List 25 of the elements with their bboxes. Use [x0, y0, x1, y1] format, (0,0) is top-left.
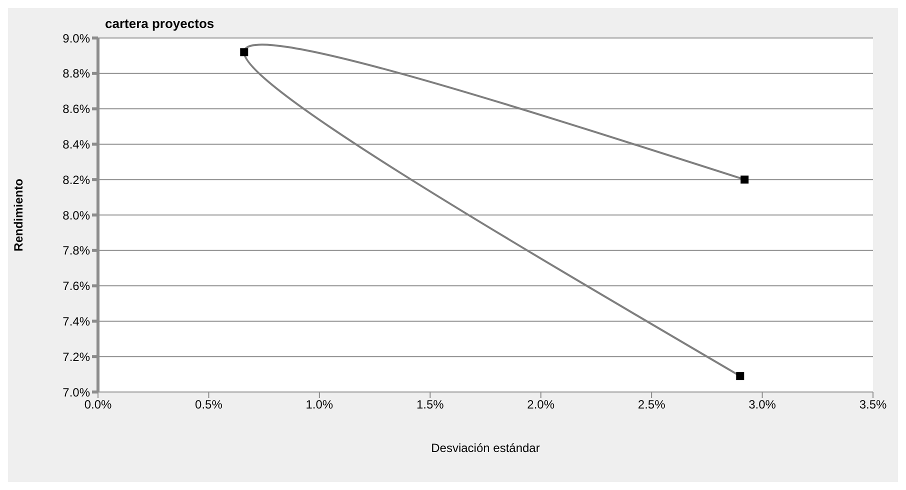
y-axis-title: Rendimiento — [11, 178, 26, 252]
y-tick-label: 8.4% — [62, 137, 90, 152]
x-tick-label: 3.0% — [748, 398, 776, 412]
y-tick-label: 8.8% — [62, 66, 90, 81]
chart-title: cartera proyectos — [105, 16, 214, 31]
y-tick-label: 7.4% — [62, 314, 90, 328]
y-tick-label: 7.8% — [62, 244, 90, 258]
y-tick-label: 8.6% — [62, 102, 90, 116]
point — [240, 48, 248, 56]
x-tick-label: 2.5% — [638, 398, 666, 412]
x-axis-title: Desviación estándar — [431, 441, 540, 455]
x-tick-label: 3.5% — [859, 398, 887, 412]
x-tick-label: 1.5% — [416, 398, 444, 412]
x-tick-label: 1.0% — [306, 398, 334, 412]
y-tick-label: 8.2% — [62, 172, 90, 187]
y-tick-label: 7.0% — [62, 385, 90, 400]
y-tick-label: 7.2% — [62, 350, 90, 364]
x-tick-label: 0.0% — [84, 398, 112, 412]
point — [736, 372, 744, 380]
y-tick-label: 8.0% — [62, 208, 90, 222]
y-tick-label: 7.6% — [62, 279, 90, 294]
x-tick-label: 0.5% — [195, 398, 223, 412]
point — [740, 176, 749, 184]
y-tick-label: 9.0% — [62, 31, 90, 46]
x-tick-label: 2.0% — [527, 398, 555, 412]
